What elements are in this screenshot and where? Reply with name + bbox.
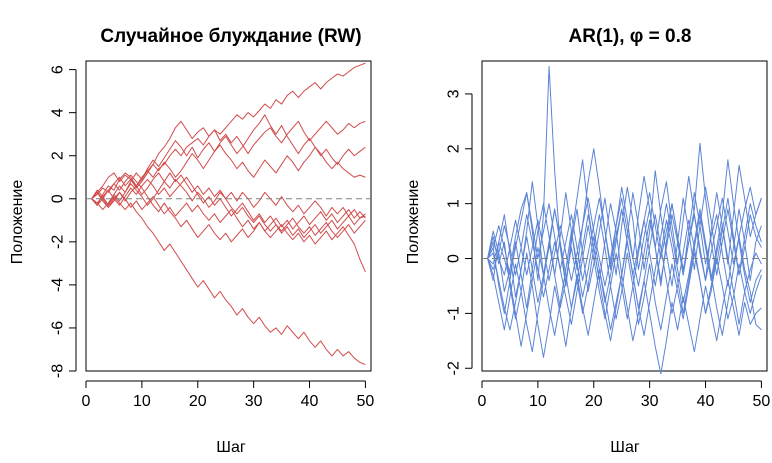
ar1-y-tick-label: 1 — [446, 199, 463, 208]
rw-series-line-2 — [91, 120, 366, 206]
ar1-x-tick-label: 0 — [478, 393, 487, 410]
rw-y-tick-label: 4 — [50, 108, 67, 117]
ar1-x-tick-label: 10 — [529, 393, 547, 410]
ar1-series-line-5 — [487, 236, 762, 375]
rw-x-axis-label: Шаг — [216, 439, 246, 456]
rw-y-tick-label: 0 — [50, 194, 67, 203]
rw-plot-area: 0 10 20 30 40 50 -8 -6 -4 -2 0 2 4 6 — [50, 62, 375, 410]
ar1-y-tick-label: 3 — [446, 89, 463, 98]
ar1-series-line-4 — [487, 214, 762, 353]
rw-series-line-3 — [91, 114, 366, 206]
rw-chart-title: Случайное блуждание (RW) — [100, 26, 361, 47]
rw-series-line-7 — [91, 178, 366, 239]
ar1-x-tick-label: 30 — [641, 393, 659, 410]
rw-x-tick-label: 30 — [245, 393, 263, 410]
ar1-x-tick-label: 20 — [585, 393, 603, 410]
rw-y-axis-label: Положение — [9, 180, 26, 265]
ar1-x-tick-label: 50 — [753, 393, 771, 410]
ar1-series-line-3 — [487, 148, 762, 314]
rw-panel: Случайное блуждание (RW) Шаг Положение 0… — [9, 26, 374, 456]
rw-y-tick-label: -6 — [50, 321, 67, 335]
rw-series-line-5 — [91, 172, 366, 219]
rw-y-tick-label: -8 — [50, 364, 67, 378]
ar1-series-line-8 — [487, 159, 762, 325]
rw-series-line-6 — [91, 176, 366, 239]
ar1-plot-frame — [481, 60, 768, 372]
ar1-plot-area: 0 10 20 30 40 50 -2 -1 0 1 2 3 — [446, 65, 771, 410]
ar1-series-line-10 — [487, 186, 762, 281]
ar1-chart-title: AR(1), φ = 0.8 — [569, 26, 692, 47]
ar1-y-tick-label: 2 — [446, 144, 463, 153]
rw-x-tick-label: 20 — [189, 393, 207, 410]
rw-y-tick-label: 2 — [50, 151, 67, 160]
rw-x-tick-label: 50 — [357, 393, 375, 410]
ar1-y-tick-label: -2 — [446, 361, 463, 375]
ar1-series-line-7 — [487, 142, 762, 287]
rw-plot-frame — [85, 60, 372, 372]
ar1-y-tick-label: -1 — [446, 306, 463, 320]
rw-y-tick-label: 6 — [50, 65, 67, 74]
rw-x-tick-label: 0 — [82, 393, 91, 410]
rw-series-line-9 — [91, 174, 366, 243]
ar1-y-tick-label: 0 — [446, 254, 463, 263]
rw-series-line-8 — [91, 191, 366, 273]
ar1-y-axis-label: Положение — [405, 180, 422, 265]
ar1-x-axis-label: Шаг — [610, 439, 640, 456]
rw-y-tick-label: -4 — [50, 278, 67, 292]
rw-x-tick-label: 40 — [301, 393, 319, 410]
ar1-panel: AR(1), φ = 0.8 Шаг Положение 0 10 20 30 40 50… — [405, 26, 770, 456]
rw-series-line-10 — [91, 196, 366, 366]
ar1-x-tick-label: 40 — [697, 393, 715, 410]
rw-x-tick-label: 10 — [133, 393, 151, 410]
rw-y-tick-label: -2 — [50, 235, 67, 249]
